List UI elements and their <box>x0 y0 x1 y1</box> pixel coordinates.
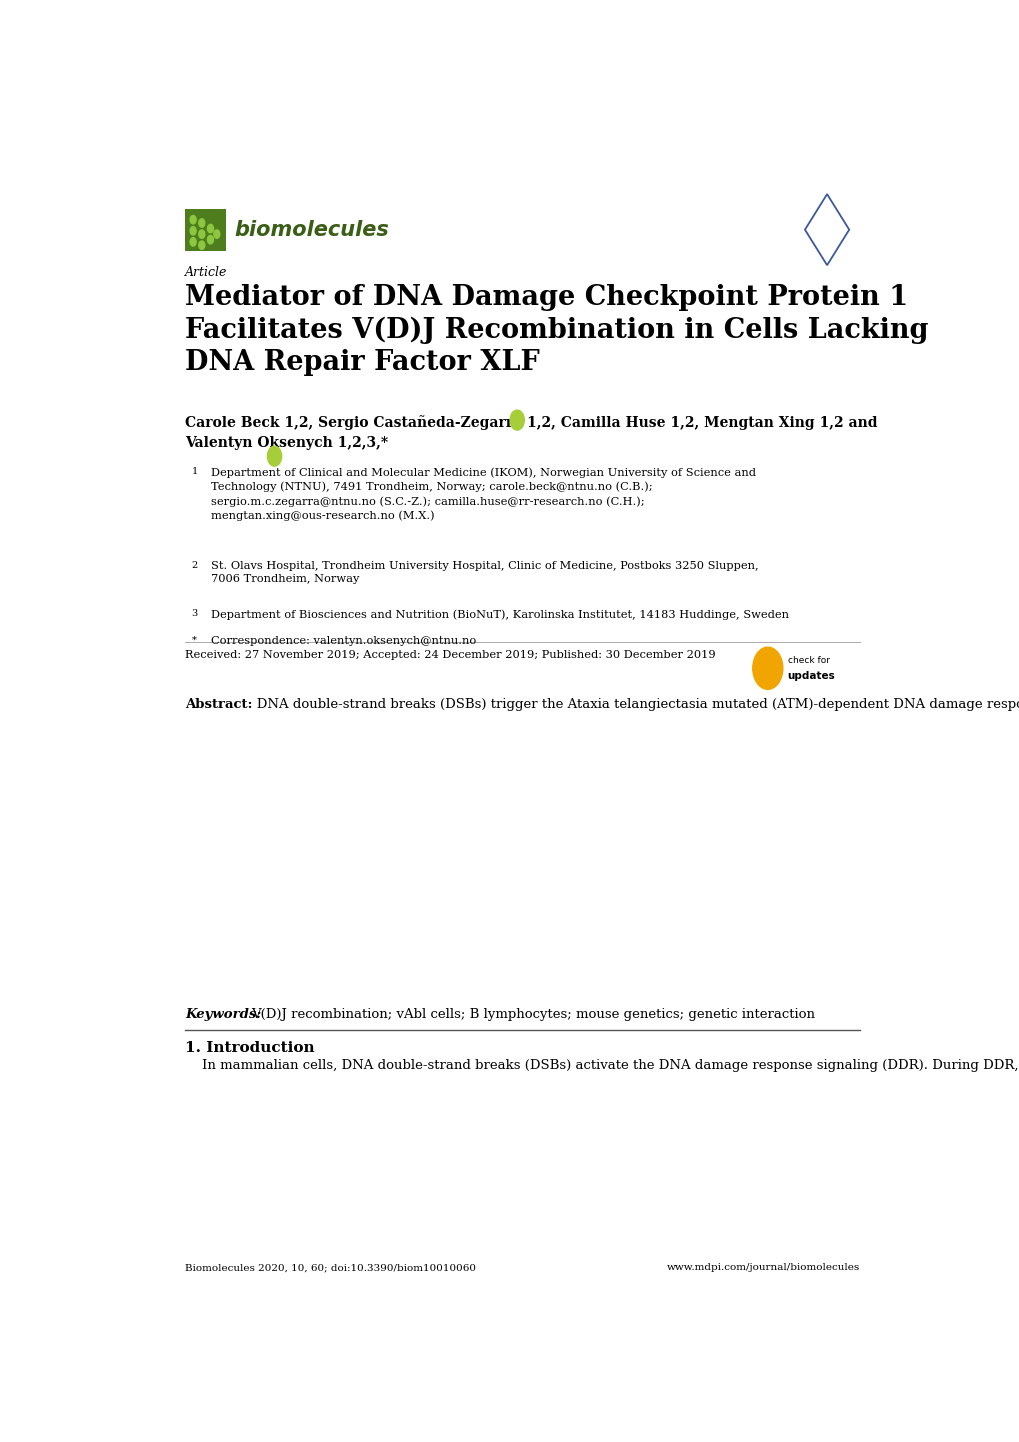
Circle shape <box>207 225 213 232</box>
Text: ✓: ✓ <box>761 659 772 673</box>
Text: www.mdpi.com/journal/biomolecules: www.mdpi.com/journal/biomolecules <box>666 1263 859 1272</box>
Text: Correspondence: valentyn.oksenych@ntnu.no: Correspondence: valentyn.oksenych@ntnu.n… <box>210 636 475 646</box>
Text: Mediator of DNA Damage Checkpoint Protein 1
Facilitates V(D)J Recombination in C: Mediator of DNA Damage Checkpoint Protei… <box>185 284 927 376</box>
Text: 1. Introduction: 1. Introduction <box>185 1041 315 1056</box>
Text: Biomolecules 2020, 10, 60; doi:10.3390/biom10010060: Biomolecules 2020, 10, 60; doi:10.3390/b… <box>185 1263 476 1272</box>
FancyBboxPatch shape <box>185 209 226 251</box>
Text: Received: 27 November 2019; Accepted: 24 December 2019; Published: 30 December 2: Received: 27 November 2019; Accepted: 24… <box>185 650 715 660</box>
Circle shape <box>199 219 205 228</box>
Circle shape <box>214 229 220 238</box>
Text: check for: check for <box>787 656 828 665</box>
Circle shape <box>207 235 213 244</box>
Text: 2: 2 <box>192 561 198 570</box>
Text: V(D)J recombination; vAbl cells; B lymphocytes; mouse genetics; genetic interact: V(D)J recombination; vAbl cells; B lymph… <box>252 1008 815 1021</box>
Text: In mammalian cells, DNA double-strand breaks (DSBs) activate the DNA damage resp: In mammalian cells, DNA double-strand br… <box>185 1058 1019 1071</box>
Circle shape <box>199 241 205 249</box>
Text: Department of Clinical and Molecular Medicine (IKOM), Norwegian University of Sc: Department of Clinical and Molecular Med… <box>210 467 755 521</box>
Text: 3: 3 <box>192 610 198 619</box>
Text: *: * <box>192 636 197 645</box>
Text: St. Olavs Hospital, Trondheim University Hospital, Clinic of Medicine, Postboks : St. Olavs Hospital, Trondheim University… <box>210 561 757 584</box>
Text: Article: Article <box>185 267 227 280</box>
Text: Keywords:: Keywords: <box>185 1008 266 1021</box>
Text: biomolecules: biomolecules <box>234 219 388 239</box>
Text: iD: iD <box>271 454 277 459</box>
Text: updates: updates <box>787 671 835 681</box>
Text: Carole Beck 1,2, Sergio Castañeda-Zegarra 1,2, Camilla Huse 1,2, Mengtan Xing 1,: Carole Beck 1,2, Sergio Castañeda-Zegarr… <box>185 415 876 450</box>
Circle shape <box>199 229 205 238</box>
Circle shape <box>510 410 524 430</box>
Circle shape <box>752 647 782 689</box>
Circle shape <box>190 215 196 224</box>
Circle shape <box>267 446 281 466</box>
Text: Abstract:: Abstract: <box>185 698 253 711</box>
Circle shape <box>190 238 196 247</box>
Text: Department of Biosciences and Nutrition (BioNuT), Karolinska Institutet, 14183 H: Department of Biosciences and Nutrition … <box>210 610 788 620</box>
Text: 1: 1 <box>192 467 198 476</box>
Polygon shape <box>804 195 849 265</box>
Text: MDPI: MDPI <box>810 225 843 235</box>
Text: DNA double-strand breaks (DSBs) trigger the Ataxia telangiectasia mutated (ATM)-: DNA double-strand breaks (DSBs) trigger … <box>244 698 1019 711</box>
Circle shape <box>190 226 196 235</box>
Text: iD: iD <box>514 418 520 423</box>
